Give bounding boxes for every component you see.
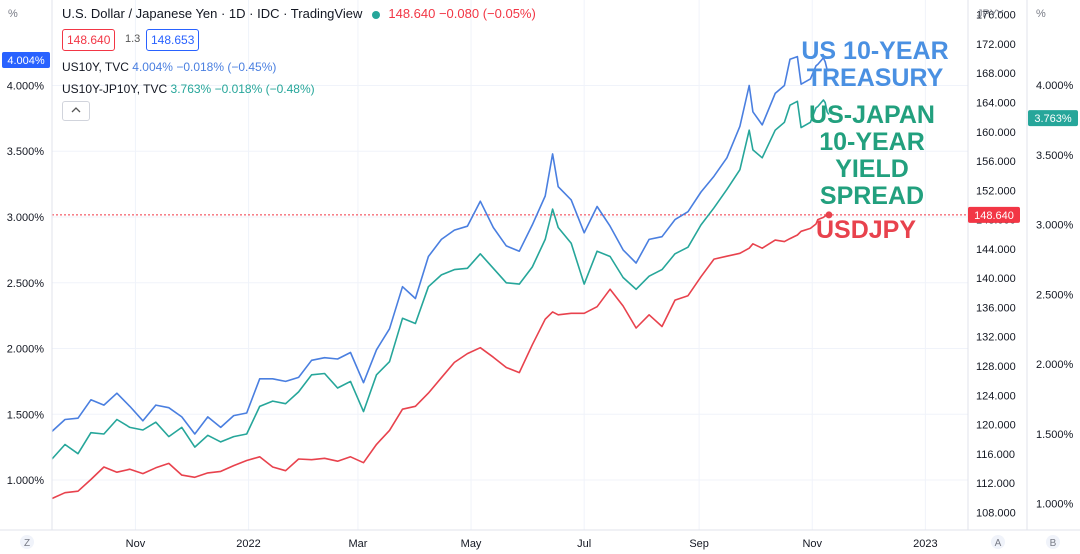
last-price-dot	[825, 211, 833, 219]
annotation-spread-line3: YIELD	[835, 155, 909, 183]
legend-spread-name: US10Y-JP10Y, TVC	[62, 82, 168, 96]
left-axis-tick: 3.500%	[7, 146, 45, 158]
legend-us10y[interactable]: US10Y, TVC 4.004% −0.018% (−0.45%)	[62, 60, 276, 74]
sell-price-button[interactable]: 148.640	[62, 29, 116, 51]
symbol-title[interactable]: U.S. Dollar / Japanese Yen · 1D · IDC · …	[62, 6, 363, 21]
chevron-up-icon	[71, 107, 81, 113]
left-axis-badge: 4.004%	[2, 52, 50, 68]
zoom-button[interactable]	[20, 535, 34, 549]
annotation-us10y-line2: TREASURY	[806, 64, 944, 92]
price-axis-tick: 176.000	[976, 10, 1016, 22]
pct-axis-unit: %	[1036, 8, 1046, 20]
right-axis-unit[interactable]: JPY	[977, 8, 998, 20]
price-axis-tick: 160.000	[976, 127, 1016, 139]
pct-axis-tick: 2.500%	[1036, 289, 1074, 301]
price-axis-tick: 168.000	[976, 68, 1016, 80]
left-axis[interactable]: 1.000% 1.500% 2.000% 2.500% 3.000% 3.500% 4.00…	[7, 80, 45, 487]
auto-scale-label: A	[995, 538, 1002, 549]
left-axis-tick: 2.000%	[7, 344, 45, 356]
left-axis-tick: 1.500%	[7, 409, 45, 421]
legend-us10y-values: 4.004% −0.018% (−0.45%)	[132, 60, 277, 74]
price-axis-tick: 112.000	[976, 478, 1015, 490]
price-badge: 148.640	[968, 206, 1020, 223]
price-axis-tick: 172.000	[976, 39, 1016, 51]
price-axis-tick: 108.000	[976, 507, 1016, 519]
time-axis-tick: May	[461, 538, 482, 550]
time-axis[interactable]: Nov 2022 Mar May Jul Sep Nov 2023	[126, 538, 938, 550]
time-axis-tick: Nov	[126, 538, 146, 550]
legend-collapse-button[interactable]	[62, 101, 90, 121]
series-spread-line	[51, 99, 830, 460]
left-axis-unit: %	[8, 8, 18, 20]
spread-badge: 3.763%	[1028, 110, 1078, 127]
price-axis-tick: 124.000	[976, 390, 1016, 402]
annotation-spread: US-JAPAN 10-YEAR YIELD SPREAD	[808, 102, 936, 210]
svg-text:3.763%: 3.763%	[1034, 113, 1072, 125]
time-axis-tick: 2023	[913, 538, 937, 550]
pct-axis-tick: 4.000%	[1036, 80, 1074, 92]
series-layer	[51, 55, 830, 500]
scale-b-label: B	[1050, 538, 1057, 549]
auto-scale-button[interactable]	[991, 535, 1005, 549]
annotation-spread-line4: SPREAD	[819, 182, 925, 210]
left-axis-tick: 2.500%	[7, 278, 45, 290]
pct-axis-tick: 1.000%	[1036, 499, 1074, 511]
zoom-button-label: Z	[24, 538, 30, 549]
price-axis-tick: 140.000	[976, 273, 1016, 285]
price-axis-tick: 120.000	[976, 420, 1016, 432]
annotation-us10y: US 10-YEAR TREASURY	[800, 38, 950, 92]
time-axis-tick: Nov	[802, 538, 822, 550]
time-axis-tick: Mar	[348, 538, 367, 550]
price-axis-tick: 156.000	[976, 156, 1016, 168]
price-axis-tick: 164.000	[976, 97, 1016, 109]
left-axis-tick: 3.000%	[7, 212, 45, 224]
price-axis-tick: 128.000	[976, 361, 1016, 373]
buy-price-button[interactable]: 148.653	[146, 29, 200, 51]
time-axis-tick: Jul	[577, 538, 591, 550]
pct-axis-tick: 3.000%	[1036, 220, 1074, 232]
left-axis-tick: 1.000%	[7, 475, 45, 487]
pct-axis-tick: 1.500%	[1036, 429, 1074, 441]
svg-text:4.004%: 4.004%	[7, 55, 45, 67]
time-axis-tick: Sep	[689, 538, 709, 550]
price-axis-tick: 132.000	[976, 332, 1016, 344]
pct-axis-tick: 3.500%	[1036, 150, 1074, 162]
chart-header: U.S. Dollar / Japanese Yen · 1D · IDC · …	[62, 6, 536, 21]
pct-axis-tick: 2.000%	[1036, 359, 1074, 371]
left-axis-tick: 4.000%	[7, 80, 45, 92]
price-axis-tick: 116.000	[976, 449, 1015, 461]
pct-axis[interactable]: 1.000% 1.500% 2.000% 2.500% 3.000% 3.500% 4.00…	[1036, 80, 1074, 510]
legend-spread[interactable]: US10Y-JP10Y, TVC 3.763% −0.018% (−0.48%)	[62, 82, 315, 96]
legend-spread-values: 3.763% −0.018% (−0.48%)	[170, 82, 315, 96]
svg-text:148.640: 148.640	[974, 210, 1014, 222]
symbol-quote: 148.640 −0.080 (−0.05%)	[388, 6, 536, 21]
series-usdjpy-line	[51, 214, 830, 500]
annotation-spread-line1: US-JAPAN	[809, 101, 935, 129]
annotation-spread-line2: 10-YEAR	[819, 128, 925, 156]
time-axis-tick: 2022	[236, 538, 260, 550]
annotation-us10y-line1: US 10-YEAR	[801, 37, 949, 65]
chevron-down-icon[interactable]	[996, 9, 1004, 14]
price-axis-tick: 136.000	[976, 302, 1016, 314]
price-axis-tick: 152.000	[976, 185, 1016, 197]
annotation-usdjpy: USDJPY	[815, 216, 917, 244]
market-status-icon	[372, 10, 381, 19]
scale-b-button[interactable]	[1046, 535, 1060, 549]
series-us10y-line	[51, 55, 830, 435]
price-axis-tick: 144.000	[976, 244, 1016, 256]
legend-us10y-name: US10Y, TVC	[62, 60, 129, 74]
bid-ask-spread: 1.3	[125, 33, 141, 45]
